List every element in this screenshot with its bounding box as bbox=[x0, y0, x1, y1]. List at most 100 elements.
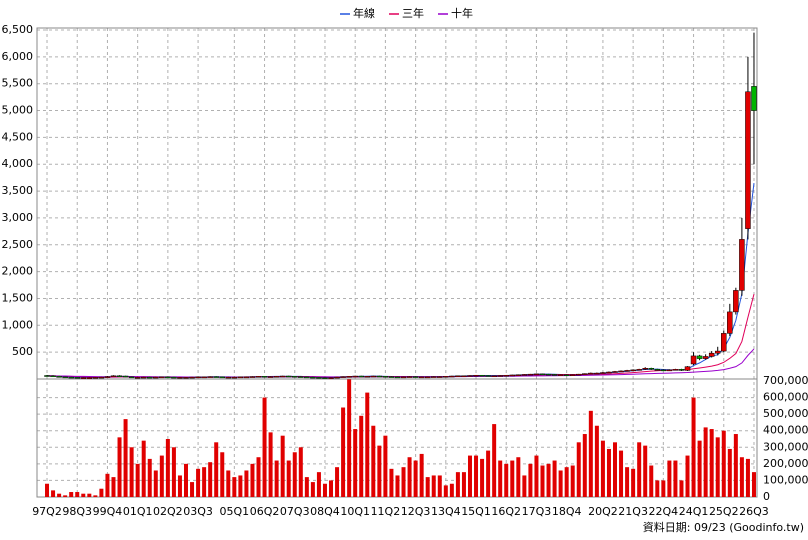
volume-bar bbox=[99, 488, 104, 497]
y-tick-label: 2,500 bbox=[2, 238, 34, 251]
candle-body bbox=[418, 376, 425, 379]
candle-body bbox=[521, 374, 528, 376]
y2-tick-label: 200,000 bbox=[763, 457, 808, 470]
candle-body bbox=[279, 375, 286, 378]
volume-bar bbox=[528, 463, 533, 497]
y2-tick-label: 700,000 bbox=[763, 374, 808, 387]
volume-bar bbox=[63, 495, 68, 497]
candle-body bbox=[292, 376, 298, 378]
volume-bar bbox=[721, 430, 726, 497]
candle-body bbox=[92, 377, 99, 379]
y-tick-label: 6,500 bbox=[2, 23, 34, 36]
volume-bar bbox=[661, 480, 666, 497]
volume-bar bbox=[274, 460, 279, 497]
volume-bar bbox=[190, 482, 195, 497]
y2-tick-label: 400,000 bbox=[763, 424, 808, 437]
candle-body bbox=[128, 376, 135, 379]
candle-body bbox=[443, 376, 449, 378]
candle-body bbox=[721, 333, 727, 352]
candle-body bbox=[110, 375, 117, 378]
candle-body bbox=[497, 375, 503, 377]
volume-bar bbox=[298, 447, 303, 497]
x-tick-label: 10Q1 bbox=[340, 505, 370, 518]
x-tick-label: 07Q3 bbox=[280, 505, 310, 518]
x-tick-label: 24Q1 bbox=[679, 505, 709, 518]
volume-bar bbox=[45, 483, 50, 497]
candle-body bbox=[104, 376, 111, 378]
footer: 資料日期: 09/23 (Goodinfo.tw) bbox=[643, 520, 804, 534]
candle-body bbox=[243, 376, 250, 379]
volume-bar bbox=[492, 424, 497, 497]
candle-body bbox=[207, 376, 213, 378]
volume-bar bbox=[377, 445, 382, 497]
candle-body bbox=[684, 366, 691, 371]
volume-bar bbox=[183, 463, 188, 497]
candle-body bbox=[406, 376, 413, 378]
candle-body bbox=[455, 375, 461, 378]
volume-bar bbox=[443, 485, 448, 497]
candle-body bbox=[648, 368, 655, 370]
volume-bar bbox=[129, 447, 134, 497]
candle-body bbox=[219, 376, 225, 379]
volume-bar bbox=[256, 457, 261, 497]
candle-body bbox=[678, 369, 685, 371]
volume-bar bbox=[534, 455, 539, 497]
volume-bar bbox=[667, 460, 672, 497]
volume-bar bbox=[727, 448, 732, 497]
x-tick-label: 12Q3 bbox=[401, 505, 431, 518]
candle-body bbox=[545, 373, 552, 376]
candle-body bbox=[86, 377, 93, 379]
candle-body bbox=[624, 370, 630, 372]
candle-body bbox=[183, 377, 189, 379]
candle-body bbox=[618, 370, 624, 373]
candle-body bbox=[382, 376, 389, 378]
candle-body bbox=[273, 376, 280, 378]
volume-bar bbox=[504, 463, 509, 497]
volume-bar bbox=[751, 472, 756, 497]
volume-bar bbox=[214, 442, 219, 497]
volume-bar bbox=[715, 437, 720, 497]
candle-body bbox=[310, 376, 316, 379]
volume-bar bbox=[739, 457, 744, 497]
volume-bar bbox=[105, 473, 110, 497]
volume-bar bbox=[202, 467, 207, 497]
candle-body bbox=[134, 377, 141, 379]
volume-bar bbox=[540, 465, 545, 497]
volume-bar bbox=[691, 397, 696, 497]
volume-bar bbox=[673, 460, 678, 497]
volume-bar bbox=[631, 468, 636, 497]
candle-body bbox=[563, 374, 570, 376]
volume-bar bbox=[159, 455, 164, 497]
candle-body bbox=[153, 376, 159, 379]
candle-body bbox=[298, 376, 304, 378]
volume-bar bbox=[292, 452, 297, 497]
volume-bar bbox=[226, 470, 231, 497]
candle-body bbox=[527, 373, 534, 376]
candle-body bbox=[388, 376, 395, 378]
volume-bar bbox=[153, 470, 158, 497]
volume-bar bbox=[455, 472, 460, 497]
candle-body bbox=[594, 372, 600, 375]
volume-bar bbox=[480, 458, 485, 497]
x-tick-label: 01Q1 bbox=[123, 505, 153, 518]
candle-body bbox=[733, 290, 739, 313]
candle-body bbox=[98, 376, 105, 379]
candle-body bbox=[267, 376, 274, 378]
candle-body bbox=[358, 375, 364, 378]
candle-body bbox=[68, 376, 74, 379]
candle-body bbox=[642, 368, 648, 370]
volume-bar bbox=[123, 419, 128, 497]
volume-bar bbox=[606, 448, 611, 497]
candle-body bbox=[485, 375, 491, 377]
candle-body bbox=[177, 377, 183, 379]
candle-body bbox=[412, 376, 419, 378]
volume-bar bbox=[165, 439, 170, 497]
candle-body bbox=[334, 376, 340, 379]
volume-bar bbox=[329, 480, 334, 497]
candle-body bbox=[237, 376, 244, 379]
candle-body bbox=[533, 373, 540, 376]
volume-bar bbox=[588, 410, 593, 497]
candle-body bbox=[285, 375, 292, 378]
volume-bar bbox=[637, 442, 642, 497]
